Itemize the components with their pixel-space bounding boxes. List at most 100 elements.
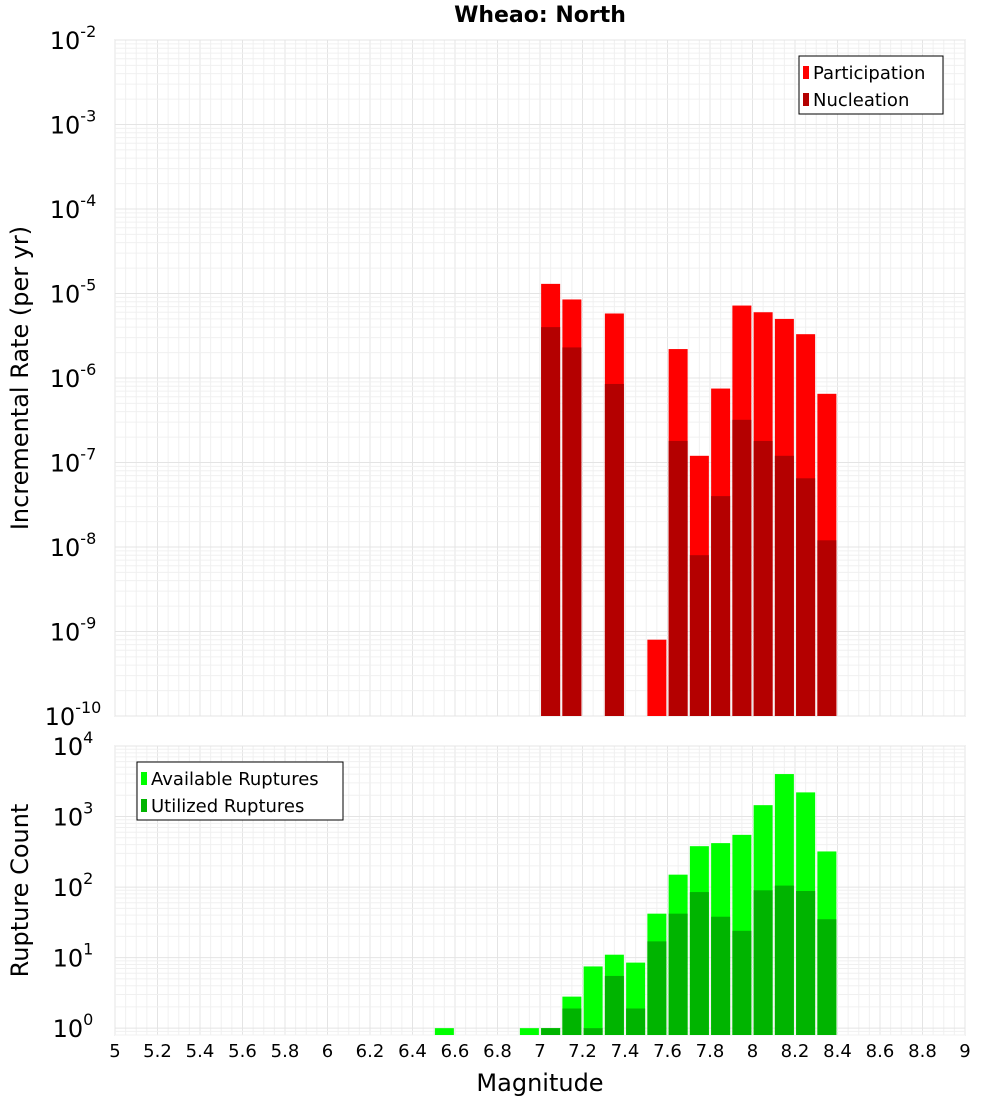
bar: [647, 639, 667, 716]
x-tick-label: 8.4: [823, 1041, 852, 1062]
y-tick-base: 10: [50, 27, 81, 55]
legend-box: [136, 761, 344, 821]
y-tick-exponent: -3: [80, 107, 96, 126]
legend: Participation Nucleation: [798, 55, 944, 115]
bar: [626, 1008, 646, 1035]
bar: [796, 478, 816, 716]
y-tick-exponent: -8: [80, 529, 96, 548]
chart-title: Wheao: North: [454, 3, 626, 28]
x-tick-label: 5: [109, 1041, 120, 1062]
bar: [647, 941, 667, 1035]
x-tick-label: 7.4: [611, 1041, 640, 1062]
bar: [774, 885, 794, 1035]
bar: [583, 1028, 603, 1035]
y-tick-exponent: -5: [80, 276, 96, 295]
y-tick-label: 10-7: [50, 445, 97, 478]
bar: [711, 496, 731, 716]
bar: [519, 1028, 539, 1035]
bar: [689, 892, 709, 1035]
y-tick-base: 10: [50, 112, 81, 140]
y-tick-base: 10: [50, 450, 81, 478]
bar: [541, 1028, 561, 1035]
y-tick-base: 10: [53, 733, 84, 761]
bar: [604, 383, 624, 716]
x-tick-label: 8.2: [781, 1041, 810, 1062]
bar: [774, 455, 794, 716]
grid: [114, 39, 966, 717]
x-tick-label: 5.8: [271, 1041, 300, 1062]
y-tick-label: 10-6: [50, 360, 97, 393]
x-tick-label: 6.4: [398, 1041, 427, 1062]
y-tick-label: 10-9: [50, 614, 97, 647]
bar: [753, 440, 773, 716]
x-tick-label: 7: [534, 1041, 545, 1062]
y-tick-label: 10-4: [50, 191, 97, 224]
y-tick-label: 10-2: [50, 22, 97, 55]
y-tick-base: 10: [50, 619, 81, 647]
bar: [817, 540, 837, 716]
y-tick-exponent: 3: [83, 799, 93, 818]
x-tick-label: 6.2: [356, 1041, 385, 1062]
x-tick-label: 8: [747, 1041, 758, 1062]
y-tick-base: 10: [53, 945, 84, 973]
x-tick-label: 6.8: [483, 1041, 512, 1062]
bar: [817, 919, 837, 1035]
y-tick-exponent: 4: [83, 728, 93, 747]
x-tick-label: 7.2: [568, 1041, 597, 1062]
y-tick-exponent: 0: [83, 1010, 93, 1029]
bar: [668, 913, 688, 1035]
panel-1: 10-1010-910-810-710-610-510-410-310-2Whe…: [6, 3, 966, 731]
y-tick-exponent: -2: [80, 22, 96, 41]
x-tick-label: 5.2: [143, 1041, 172, 1062]
bar: [753, 890, 773, 1035]
y-tick-label: 10-5: [50, 276, 97, 309]
y-tick-exponent: -6: [80, 360, 96, 379]
x-axis-label: Magnitude: [476, 1069, 603, 1097]
x-tick-label: 7.6: [653, 1041, 682, 1062]
y-tick-base: 10: [53, 1015, 84, 1043]
x-tick-label: 9: [959, 1041, 970, 1062]
y-tick-exponent: -9: [80, 614, 96, 633]
bar: [689, 555, 709, 716]
x-tick-label: 6.6: [441, 1041, 470, 1062]
y-tick-exponent: -7: [80, 445, 96, 464]
series-2: [541, 885, 837, 1035]
y-tick-exponent: 1: [83, 940, 93, 959]
y-tick-base: 10: [50, 281, 81, 309]
y-tick-label: 10-10: [45, 698, 102, 731]
bar: [583, 966, 603, 1035]
y-tick-label: 100: [53, 1010, 94, 1043]
y-tick-base: 10: [50, 534, 81, 562]
legend-swatch: [141, 772, 147, 785]
legend-box: [798, 55, 944, 115]
x-tick-label: 8.8: [908, 1041, 937, 1062]
legend-label: Nucleation: [813, 90, 909, 111]
y-tick-base: 10: [50, 196, 81, 224]
bar: [711, 916, 731, 1035]
bar: [604, 975, 624, 1035]
bar: [541, 327, 561, 716]
bar: [732, 419, 752, 716]
bar: [668, 440, 688, 716]
y-axis-label: Rupture Count: [6, 804, 34, 978]
x-tick-label: 5.6: [228, 1041, 257, 1062]
y-tick-label: 102: [53, 869, 94, 902]
bar: [796, 890, 816, 1035]
bar: [434, 1028, 454, 1035]
bar: [732, 930, 752, 1035]
y-tick-base: 10: [53, 804, 84, 832]
legend-label: Participation: [813, 63, 925, 84]
y-tick-exponent: -10: [75, 698, 101, 717]
y-axis-label: Incremental Rate (per yr): [6, 226, 34, 530]
x-tick-label: 8.6: [866, 1041, 895, 1062]
y-tick-label: 103: [53, 799, 94, 832]
series-2: [541, 327, 837, 716]
legend-label: Utilized Ruptures: [151, 796, 304, 817]
y-tick-label: 104: [53, 728, 94, 761]
x-tick-label: 7.8: [696, 1041, 725, 1062]
legend: Available Ruptures Utilized Ruptures: [136, 761, 344, 821]
y-tick-base: 10: [50, 365, 81, 393]
y-tick-exponent: -4: [80, 191, 96, 210]
